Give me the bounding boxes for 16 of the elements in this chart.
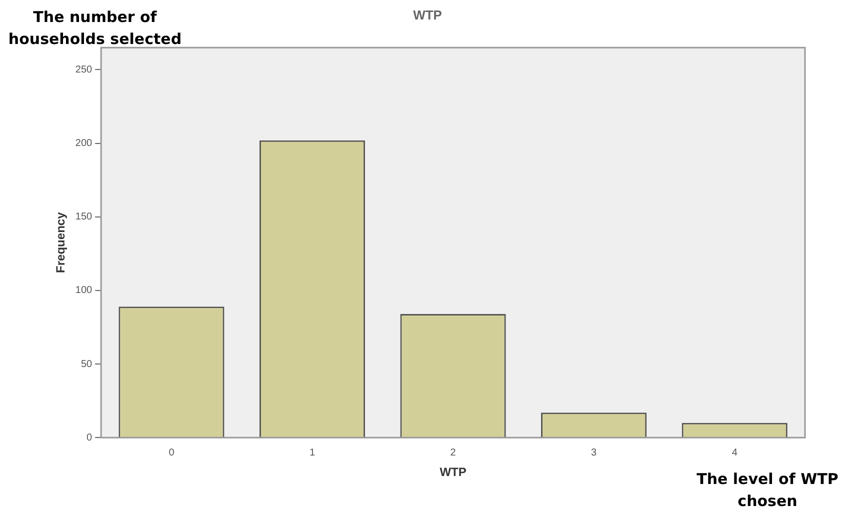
y-tick-label: 0 (86, 432, 93, 444)
y-tick-label: 250 (75, 64, 93, 76)
x-tick-label: 1 (309, 447, 316, 458)
y-axis-title: Frequency (54, 212, 68, 273)
text: The level of WTP chosen (696, 469, 840, 512)
x-axis-title: WTP (440, 465, 466, 480)
y-tick-label: 50 (80, 358, 93, 370)
x-tick-label: 0 (168, 447, 175, 458)
y-tick-label: 200 (75, 138, 93, 150)
x-tick-label: 2 (450, 447, 456, 458)
x-tick-label: 3 (591, 447, 598, 458)
annotation: The number of households selected (7, 7, 183, 50)
y-tick-label: 100 (75, 285, 93, 296)
y-tick-label: 150 (75, 212, 93, 223)
chart-title: WTP (413, 7, 442, 22)
x-tick-label: 4 (732, 447, 738, 458)
